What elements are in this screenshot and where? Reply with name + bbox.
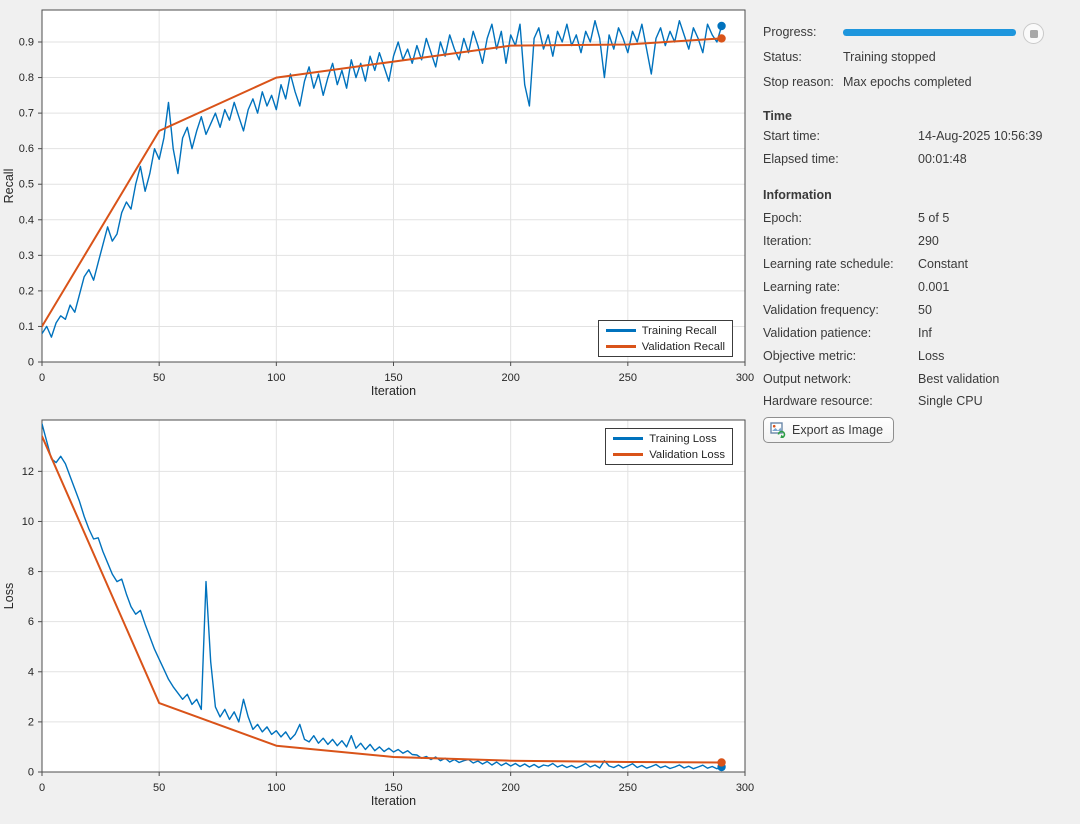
svg-text:2: 2	[28, 716, 34, 728]
svg-text:100: 100	[267, 372, 285, 384]
legend-entry-training-loss: Training Loss	[613, 431, 725, 446]
learning-rate-label: Learning rate:	[763, 280, 841, 294]
svg-text:200: 200	[501, 782, 519, 794]
lr-schedule-value: Constant	[918, 257, 969, 271]
svg-text:12: 12	[22, 466, 34, 478]
svg-text:50: 50	[153, 782, 165, 794]
training-loss-line-swatch	[613, 437, 644, 440]
iteration-value: 290	[918, 234, 939, 248]
legend-label: Validation Loss	[649, 448, 725, 461]
information-section-heading: Information	[763, 188, 832, 202]
stop-reason-label: Stop reason:	[763, 75, 834, 89]
svg-text:0: 0	[28, 767, 34, 779]
svg-text:6: 6	[28, 616, 34, 628]
validation-frequency-label: Validation frequency:	[763, 303, 879, 317]
svg-text:100: 100	[267, 782, 285, 794]
output-network-label: Output network:	[763, 372, 852, 386]
progress-bar-fill	[843, 29, 1016, 36]
output-network-value: Best validation	[918, 372, 1000, 386]
svg-text:150: 150	[384, 372, 402, 384]
objective-metric-label: Objective metric:	[763, 349, 857, 363]
svg-text:0: 0	[28, 357, 34, 369]
elapsed-time-value: 00:01:48	[918, 152, 967, 166]
svg-text:10: 10	[22, 516, 34, 528]
recall-legend: Training Recall Validation Recall	[597, 320, 733, 357]
recall-plot: 0 50 100 150 200 250 300 0 0.1 0.2 0.3 0.4 0.5 0.6 0.7…	[2, 9, 754, 398]
svg-text:4: 4	[28, 666, 34, 678]
svg-text:0.1: 0.1	[19, 321, 34, 333]
export-button-label: Export as Image	[792, 423, 884, 437]
start-time-label: Start time:	[763, 129, 820, 143]
svg-text:300: 300	[736, 782, 754, 794]
epoch-label: Epoch:	[763, 211, 802, 225]
svg-text:300: 300	[736, 372, 754, 384]
hardware-resource-value: Single CPU	[918, 394, 983, 408]
hardware-resource-label: Hardware resource:	[763, 394, 873, 408]
loss-chart: 0 50 100 150 200 250 300 0 2 4 6 8 10 12 Iteration Loss…	[0, 410, 760, 824]
objective-metric-value: Loss	[918, 349, 945, 363]
start-time-value: 14-Aug-2025 10:56:39	[918, 129, 1043, 143]
svg-text:Recall: Recall	[2, 169, 16, 204]
epoch-value: 5 of 5	[918, 211, 950, 225]
svg-text:150: 150	[384, 782, 402, 794]
elapsed-time-label: Elapsed time:	[763, 152, 839, 166]
stop-icon	[1029, 29, 1038, 38]
legend-label: Validation Recall	[641, 340, 725, 353]
stop-reason-value: Max epochs completed	[843, 75, 972, 89]
validation-recall-line-swatch	[605, 345, 636, 348]
validation-loss-line-swatch	[613, 453, 644, 456]
status-label: Status:	[763, 50, 802, 64]
svg-text:200: 200	[501, 372, 519, 384]
svg-text:0.5: 0.5	[19, 179, 34, 191]
validation-patience-label: Validation patience:	[763, 326, 872, 340]
lr-schedule-label: Learning rate schedule:	[763, 257, 894, 271]
svg-text:8: 8	[28, 566, 34, 578]
legend-label: Training Loss	[649, 432, 717, 445]
validation-patience-value: Inf	[918, 326, 932, 340]
loss-plot: 0 50 100 150 200 250 300 0 2 4 6 8 10 12 Iteration Loss	[2, 419, 754, 808]
svg-text:0.2: 0.2	[19, 285, 34, 297]
legend-label: Training Recall	[641, 324, 717, 337]
svg-text:Loss: Loss	[2, 583, 16, 609]
svg-text:0: 0	[39, 372, 45, 384]
iteration-label: Iteration:	[763, 234, 812, 248]
legend-entry-validation-recall: Validation Recall	[605, 339, 725, 354]
learning-rate-value: 0.001	[918, 280, 950, 294]
status-value: Training stopped	[843, 50, 936, 64]
export-as-image-button[interactable]: Export as Image	[763, 417, 895, 443]
svg-text:0.6: 0.6	[19, 143, 34, 155]
svg-text:250: 250	[619, 372, 637, 384]
export-image-icon	[770, 422, 786, 438]
stop-button[interactable]	[1023, 23, 1044, 44]
svg-text:50: 50	[153, 372, 165, 384]
svg-text:0.8: 0.8	[19, 72, 34, 84]
recall-chart: 0 50 100 150 200 250 300 0 0.1 0.2 0.3 0.4 0.5 0.6 0.7…	[0, 0, 760, 408]
svg-text:Iteration: Iteration	[371, 794, 416, 808]
charts-column: 0 50 100 150 200 250 300 0 0.1 0.2 0.3 0.4 0.5 0.6 0.7…	[0, 0, 760, 824]
svg-text:250: 250	[619, 782, 637, 794]
legend-entry-validation-loss: Validation Loss	[613, 447, 725, 462]
validation-frequency-value: 50	[918, 303, 932, 317]
progress-bar	[843, 29, 1016, 36]
progress-label: Progress:	[763, 25, 817, 39]
time-section-heading: Time	[763, 109, 792, 123]
svg-text:0.7: 0.7	[19, 108, 34, 120]
svg-text:0.3: 0.3	[19, 250, 34, 262]
loss-legend: Training Loss Validation Loss	[605, 428, 733, 465]
training-info-panel: Progress: Status: Training stopped Stop …	[756, 0, 1080, 824]
svg-text:0: 0	[39, 782, 45, 794]
svg-text:Iteration: Iteration	[371, 384, 416, 398]
svg-text:0.9: 0.9	[19, 37, 34, 49]
svg-text:0.4: 0.4	[19, 214, 34, 226]
training-recall-line-swatch	[605, 329, 636, 332]
legend-entry-training-recall: Training Recall	[605, 323, 725, 338]
